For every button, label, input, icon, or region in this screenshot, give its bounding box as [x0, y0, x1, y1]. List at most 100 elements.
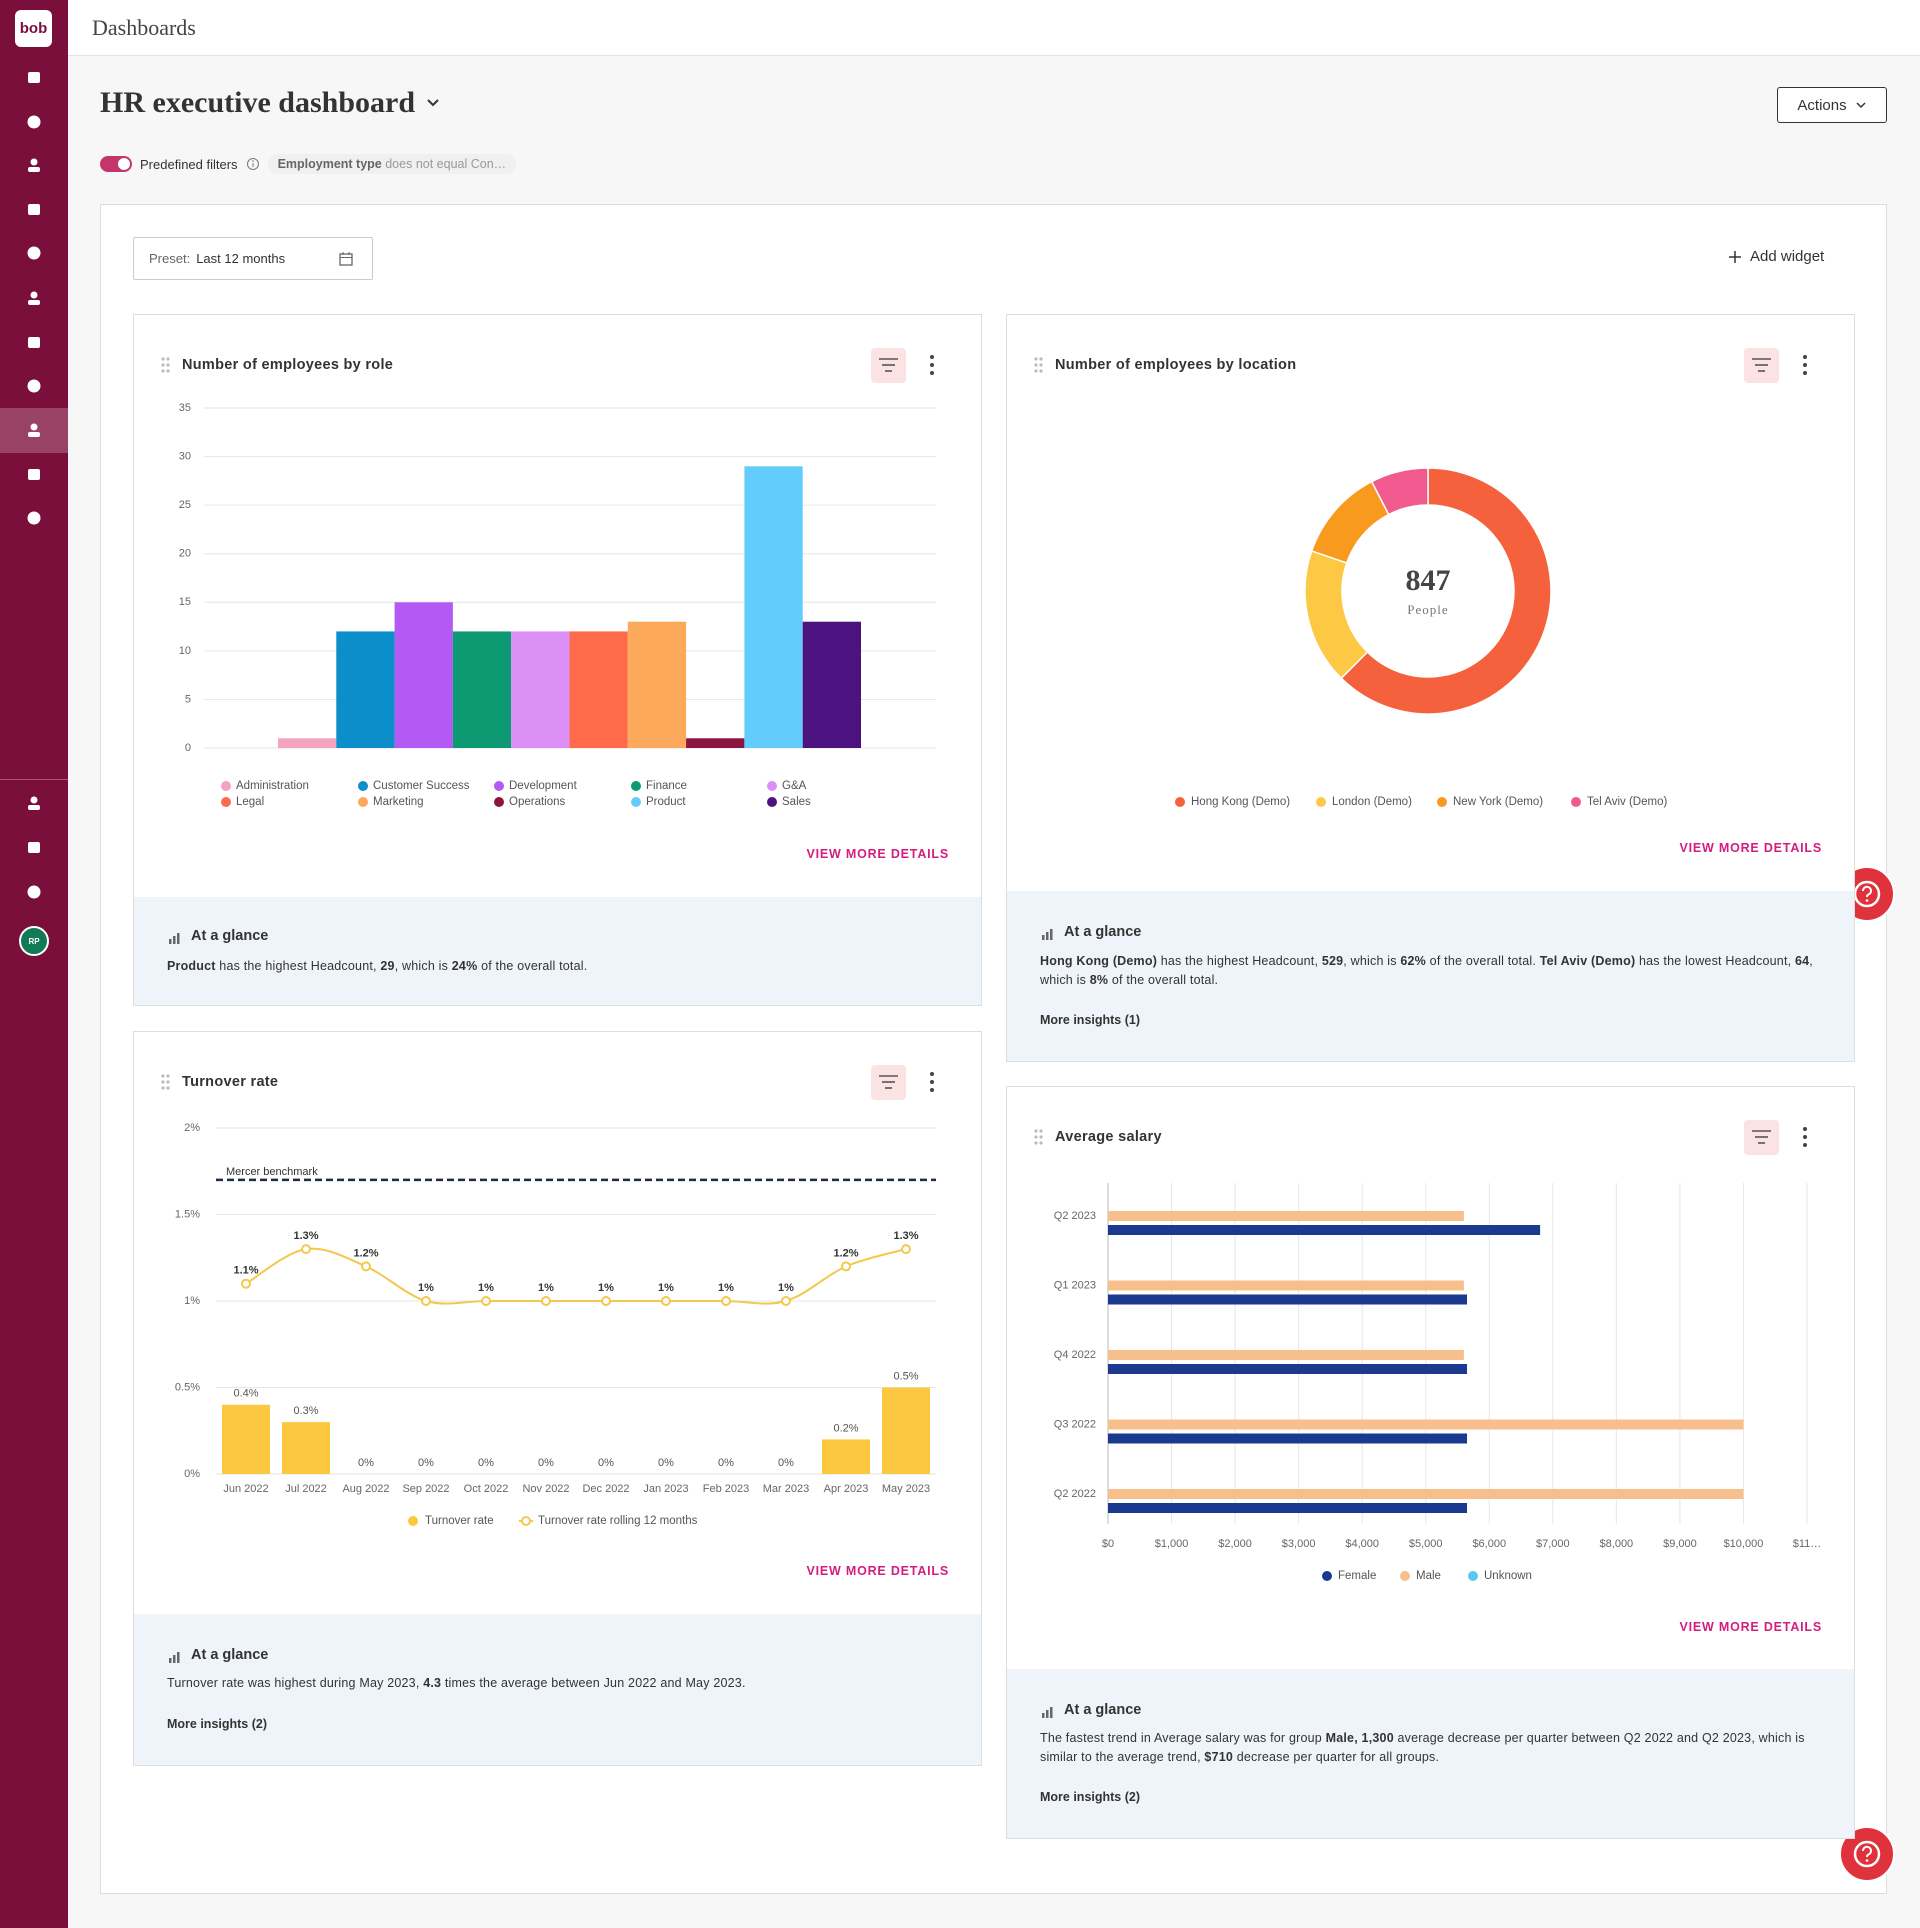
nav-icon[interactable] [26, 795, 42, 811]
y-tick-label: Q1 2023 [1054, 1279, 1096, 1291]
bar [1108, 1211, 1464, 1221]
glance-icon-bar [1046, 932, 1049, 940]
nav-icon[interactable] [26, 884, 42, 900]
dashboard-title-row[interactable]: HR executive dashboard [100, 86, 441, 120]
nav-icon[interactable] [26, 466, 42, 482]
filter-rule: does not equal Con… [385, 157, 507, 171]
line-point [721, 1296, 731, 1306]
drag-handle-dot[interactable] [166, 363, 170, 367]
drag-handle-dot[interactable] [166, 1074, 170, 1078]
view-more-link[interactable]: VIEW MORE DETAILS [1679, 841, 1822, 855]
glance-icon-bar [1050, 1707, 1053, 1718]
nav-icon[interactable] [26, 201, 42, 217]
actions-button[interactable]: Actions [1777, 87, 1887, 123]
icon-shape [28, 300, 40, 305]
glance-icon [1042, 929, 1053, 940]
menu-dot[interactable] [1803, 1127, 1807, 1131]
insight-segment: of the overall total. [1108, 972, 1219, 987]
help-button[interactable] [1837, 1824, 1897, 1884]
drag-handle-dot[interactable] [161, 1080, 165, 1084]
menu-dot[interactable] [1803, 1143, 1807, 1147]
menu-dot[interactable] [930, 363, 934, 367]
drag-handle-dot[interactable] [1039, 357, 1043, 361]
nav-icon[interactable] [26, 510, 42, 526]
avatar[interactable]: RP [19, 926, 49, 956]
menu-dot[interactable] [930, 371, 934, 375]
toggle[interactable] [100, 155, 132, 173]
chevron [1856, 102, 1866, 109]
info-icon[interactable] [246, 157, 260, 171]
nav-icon[interactable] [26, 114, 42, 130]
drag-handle-dot[interactable] [1034, 369, 1038, 373]
nav-icon[interactable] [26, 157, 42, 173]
plus-icon [1729, 250, 1741, 263]
y-tick-label: 15 [179, 596, 191, 608]
bar [511, 631, 570, 748]
menu-dot[interactable] [1803, 363, 1807, 367]
view-more-link[interactable]: VIEW MORE DETAILS [806, 847, 949, 861]
legend-label: Product [646, 796, 686, 808]
drag-handle-dot[interactable] [1039, 1129, 1043, 1133]
insight-segment: Male, 1,300 [1325, 1731, 1394, 1745]
glance-panel: At a glance The fastest trend in Average … [1007, 1669, 1854, 1838]
help-circle [1839, 1826, 1895, 1882]
drag-handle-dot[interactable] [161, 357, 165, 361]
glance-title: At a glance [1064, 924, 1142, 940]
nav-icon[interactable] [26, 334, 42, 350]
nav-icon[interactable] [26, 422, 42, 438]
chart: 847 People Hong Kong (Demo) London (Demo) Ne… [1034, 348, 1807, 808]
more-insights-link[interactable]: More insights (2) [1040, 1790, 1141, 1804]
drag-handle-dot[interactable] [161, 1074, 165, 1078]
menu-dot[interactable] [1803, 355, 1807, 359]
glance-icon-bar [177, 1652, 180, 1663]
insight-segment: decrease per quarter for all groups. [1233, 1749, 1440, 1764]
drag-handle-dot[interactable] [161, 1086, 165, 1090]
logo[interactable]: bob [15, 10, 52, 47]
widget-title: Average salary [1055, 1129, 1162, 1145]
line-point [901, 1244, 911, 1255]
drag-handle-dot[interactable] [166, 357, 170, 361]
preset-selector[interactable]: Preset: Last 12 months [133, 237, 373, 280]
drag-handle-dot[interactable] [166, 369, 170, 373]
menu-dot[interactable] [930, 1088, 934, 1092]
drag-handle-dot[interactable] [161, 369, 165, 373]
more-insights-link[interactable]: More insights (1) [1040, 1013, 1141, 1027]
bar [822, 1439, 870, 1474]
drag-handle-dot[interactable] [1034, 1141, 1038, 1145]
menu-dot[interactable] [930, 355, 934, 359]
menu-dot[interactable] [930, 1072, 934, 1076]
drag-handle-dot[interactable] [1039, 1141, 1043, 1145]
x-tick-label: $8,000 [1600, 1538, 1634, 1550]
menu-dot[interactable] [930, 1080, 934, 1084]
drag-handle-dot[interactable] [1039, 363, 1043, 367]
nav-icon[interactable] [26, 290, 42, 306]
glance-icon [169, 1652, 180, 1663]
menu-dot[interactable] [1803, 371, 1807, 375]
glance-panel: At a glance Product has the highest Headc… [134, 897, 981, 1005]
nav-icon[interactable] [26, 378, 42, 394]
drag-handle-dot[interactable] [1034, 357, 1038, 361]
drag-handle-dot[interactable] [1034, 1135, 1038, 1139]
drag-handle-dot[interactable] [1034, 363, 1038, 367]
y-tick-label: 30 [179, 450, 191, 462]
x-tick-label: Apr 2023 [824, 1483, 869, 1495]
nav-icon[interactable] [26, 839, 42, 855]
view-more-link[interactable]: VIEW MORE DETAILS [806, 1564, 949, 1578]
value-label: 1% [478, 1282, 494, 1294]
filter-chip[interactable]: Employment type does not equal Con… [267, 154, 517, 174]
drag-handle-dot[interactable] [1034, 1129, 1038, 1133]
drag-handle-dot[interactable] [1039, 369, 1043, 373]
nav-icon[interactable] [26, 245, 42, 261]
view-more-link[interactable]: VIEW MORE DETAILS [1679, 1620, 1822, 1634]
menu-dot[interactable] [1803, 1135, 1807, 1139]
drag-handle-dot[interactable] [1039, 1135, 1043, 1139]
drag-handle-dot[interactable] [166, 1080, 170, 1084]
drag-handle-dot[interactable] [166, 1086, 170, 1090]
icon-shape [27, 115, 41, 129]
more-insights-link[interactable]: More insights (2) [167, 1717, 268, 1731]
add-widget[interactable]: Add widget [1728, 248, 1824, 265]
drag-handle-dot[interactable] [161, 363, 165, 367]
y-tick-label: 2% [184, 1122, 200, 1134]
help-ring [1853, 1840, 1881, 1868]
nav-icon[interactable] [26, 69, 42, 85]
